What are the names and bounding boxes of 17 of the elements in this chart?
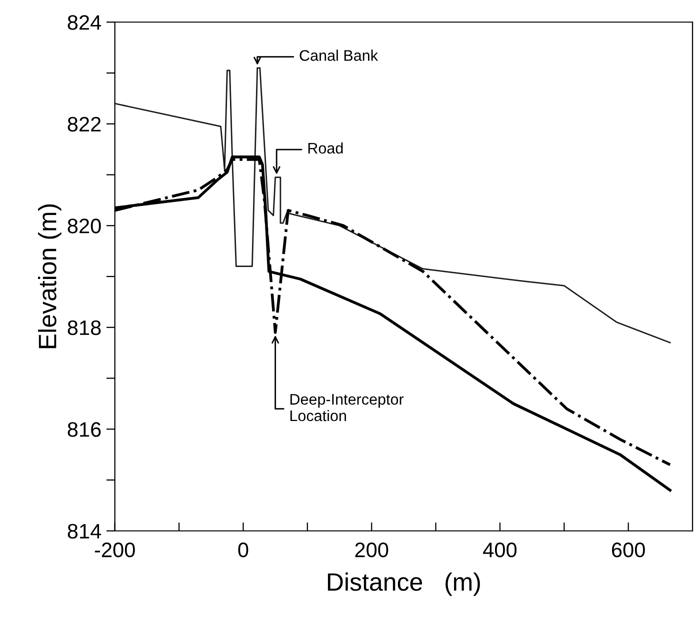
x-tick-label: 0 [238, 542, 248, 558]
y-tick-label: 820 [68, 218, 101, 234]
y-tick-label: 814 [68, 524, 102, 539]
x-tick-label: -200 [94, 542, 135, 558]
line-series [114, 67, 671, 344]
x-tick-label: 400 [483, 542, 517, 558]
annotation: Road [308, 142, 343, 154]
y-tick-label: 816 [68, 422, 101, 437]
y-tick-label: 818 [68, 320, 101, 336]
x-axis-title: Distance (m) [328, 572, 480, 596]
y-axis-title: Elevation (m) [38, 204, 62, 348]
annotation: Deep-Interceptor Location [290, 394, 404, 422]
x-tick-label: 200 [355, 542, 388, 558]
y-tick-label: 824 [68, 15, 102, 30]
annotation: Canal Bank [300, 50, 378, 61]
y-tick-label: 822 [68, 116, 101, 132]
x-tick-label: 600 [612, 542, 645, 558]
